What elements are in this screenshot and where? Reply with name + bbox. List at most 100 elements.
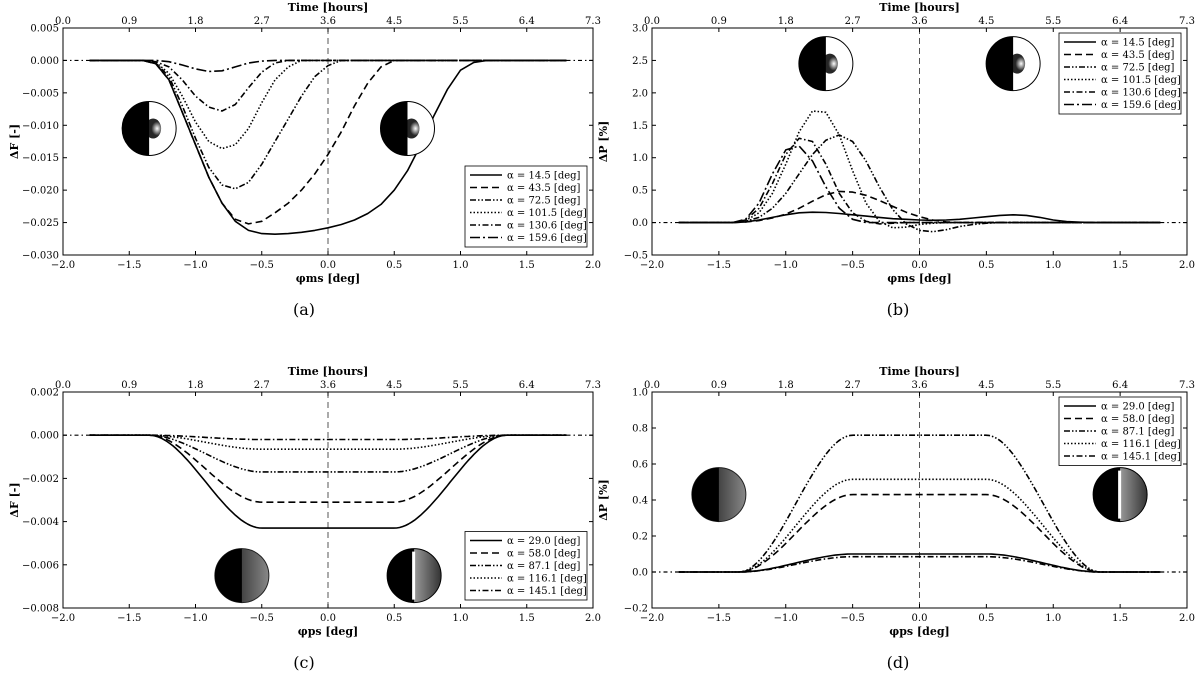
- subplot-label: (d): [887, 653, 910, 672]
- moon-phase-glyph: [380, 101, 435, 157]
- y-tick-label: 0.000: [30, 431, 59, 442]
- top-axis-label: Time [hours]: [879, 1, 960, 14]
- chart-panel-d: −2.0 −1.5 −1.0 −0.5 0.0 0.5 1.0 1.5 2.0 0.0 0.9 1.8…: [597, 365, 1195, 672]
- x-tick-label: 0.0: [320, 260, 336, 271]
- legend-label: α = 14.5 [deg]: [1101, 38, 1175, 49]
- top-axis-tick-label: 2.7: [845, 16, 861, 27]
- moon-glow: [403, 118, 420, 139]
- y-tick-label: −0.008: [22, 604, 59, 615]
- legend-label: α = 130.6 [deg]: [1101, 88, 1181, 99]
- y-tick-label: −0.020: [22, 186, 59, 197]
- top-axis-tick-label: 0.9: [121, 380, 137, 391]
- series-line-6: [89, 59, 567, 73]
- x-tick-label: −0.5: [250, 613, 274, 624]
- top-axis-tick-label: 2.7: [254, 380, 270, 391]
- x-tick-label: −0.5: [250, 260, 274, 271]
- moon-phase-glyph: [214, 548, 270, 604]
- legend-label: α = 43.5 [deg]: [1101, 50, 1175, 61]
- legend-label: α = 101.5 [deg]: [507, 208, 587, 219]
- y-tick-label: 2.5: [632, 56, 648, 67]
- top-axis-tick-label: 0.0: [55, 16, 71, 27]
- series-line-3: [678, 134, 1161, 233]
- top-axis-tick-label: 3.6: [320, 380, 336, 391]
- y-tick-label: 2.0: [632, 88, 648, 99]
- series-line-1: [678, 211, 1161, 224]
- top-axis-tick-label: 1.8: [778, 16, 794, 27]
- legend-label: α = 72.5 [deg]: [507, 196, 581, 207]
- top-axis-tick-label: 6.4: [519, 16, 535, 27]
- moon-glow: [145, 118, 162, 139]
- y-tick-label: 3.0: [632, 24, 648, 35]
- x-tick-label: 1.5: [519, 613, 535, 624]
- y-tick-label: −0.030: [22, 251, 59, 262]
- top-axis-tick-label: 4.5: [386, 16, 402, 27]
- series-line-4: [678, 110, 1161, 229]
- top-axis-tick-label: 0.9: [711, 380, 727, 391]
- x-tick-label: 0.5: [978, 613, 994, 624]
- legend: α = 29.0 [deg] α = 58.0 [deg]α = 87.1 [de…: [464, 531, 588, 601]
- moon-phase-glyph: [985, 36, 1041, 92]
- legend-label: α = 29.0 [deg]: [507, 536, 581, 547]
- x-tick-label: −1.0: [774, 613, 798, 624]
- x-tick-label: −2.0: [640, 613, 664, 624]
- legend-label: α = 159.6 [deg]: [507, 233, 587, 244]
- legend-label: α = 159.6 [deg]: [1101, 100, 1181, 111]
- moon-dark-half: [387, 548, 415, 603]
- legend-label: α = 87.1 [deg]: [1101, 427, 1175, 438]
- y-tick-label: 0.6: [632, 460, 648, 471]
- top-axis-tick-label: 1.8: [778, 380, 794, 391]
- series-line-5: [89, 434, 567, 441]
- series-line-1: [89, 434, 567, 529]
- moon-dark-half: [986, 36, 1014, 91]
- top-axis-tick-label: 6.4: [1112, 380, 1128, 391]
- legend-label: α = 58.0 [deg]: [507, 549, 581, 560]
- top-axis-tick-label: 5.5: [1045, 380, 1061, 391]
- y-tick-label: 0.0: [632, 218, 648, 229]
- x-tick-label: −1.0: [183, 613, 207, 624]
- x-tick-label: 2.0: [1179, 260, 1195, 271]
- moon-phase-glyph: [121, 101, 177, 157]
- series-line-6: [678, 145, 1161, 224]
- y-axis-label: ΔP [%]: [597, 479, 610, 521]
- legend-box: [1058, 32, 1182, 115]
- y-tick-label: 0.4: [632, 496, 648, 507]
- moon-phase-glyph: [1092, 467, 1148, 523]
- top-axis-tick-label: 7.3: [1179, 16, 1195, 27]
- x-axis-label: φms [deg]: [887, 272, 951, 285]
- series-line-3: [678, 434, 1161, 573]
- y-axis-label: ΔP [%]: [597, 121, 610, 163]
- moon-dark-half: [691, 467, 719, 522]
- x-tick-label: 0.5: [386, 613, 402, 624]
- moon-dark-half: [1093, 467, 1121, 522]
- x-tick-label: −1.5: [707, 613, 731, 624]
- y-tick-label: 0.005: [30, 24, 59, 35]
- x-tick-label: 0.0: [912, 613, 928, 624]
- x-tick-label: −1.5: [117, 260, 141, 271]
- moon-glow: [1009, 53, 1026, 74]
- x-tick-label: 1.0: [453, 260, 469, 271]
- top-axis-tick-label: 3.6: [912, 380, 928, 391]
- series-line-4: [678, 478, 1161, 573]
- y-tick-label: −0.2: [624, 604, 648, 615]
- legend-label: α = 101.5 [deg]: [1101, 75, 1181, 86]
- y-tick-label: 0.8: [632, 424, 648, 435]
- x-tick-label: 0.5: [978, 260, 994, 271]
- moon-glow: [821, 53, 838, 74]
- top-axis-tick-label: 0.9: [121, 16, 137, 27]
- y-tick-label: −0.002: [22, 474, 59, 485]
- x-tick-label: −2.0: [51, 260, 75, 271]
- x-tick-label: 1.5: [1112, 613, 1128, 624]
- series-line-2: [89, 434, 567, 503]
- top-axis-tick-label: 7.3: [585, 16, 601, 27]
- moon-phase-glyph: [386, 548, 442, 604]
- y-tick-label: −0.010: [22, 121, 59, 132]
- x-tick-label: 1.5: [519, 260, 535, 271]
- x-axis-label: φms [deg]: [296, 272, 360, 285]
- legend-label: α = 116.1 [deg]: [507, 574, 587, 585]
- subplot-label: (a): [293, 300, 315, 319]
- legend-label: α = 130.6 [deg]: [507, 221, 587, 232]
- legend-label: α = 29.0 [deg]: [1101, 402, 1175, 413]
- top-axis-tick-label: 5.5: [1045, 16, 1061, 27]
- y-tick-label: 1.5: [632, 121, 648, 132]
- subplot-label: (c): [293, 653, 314, 672]
